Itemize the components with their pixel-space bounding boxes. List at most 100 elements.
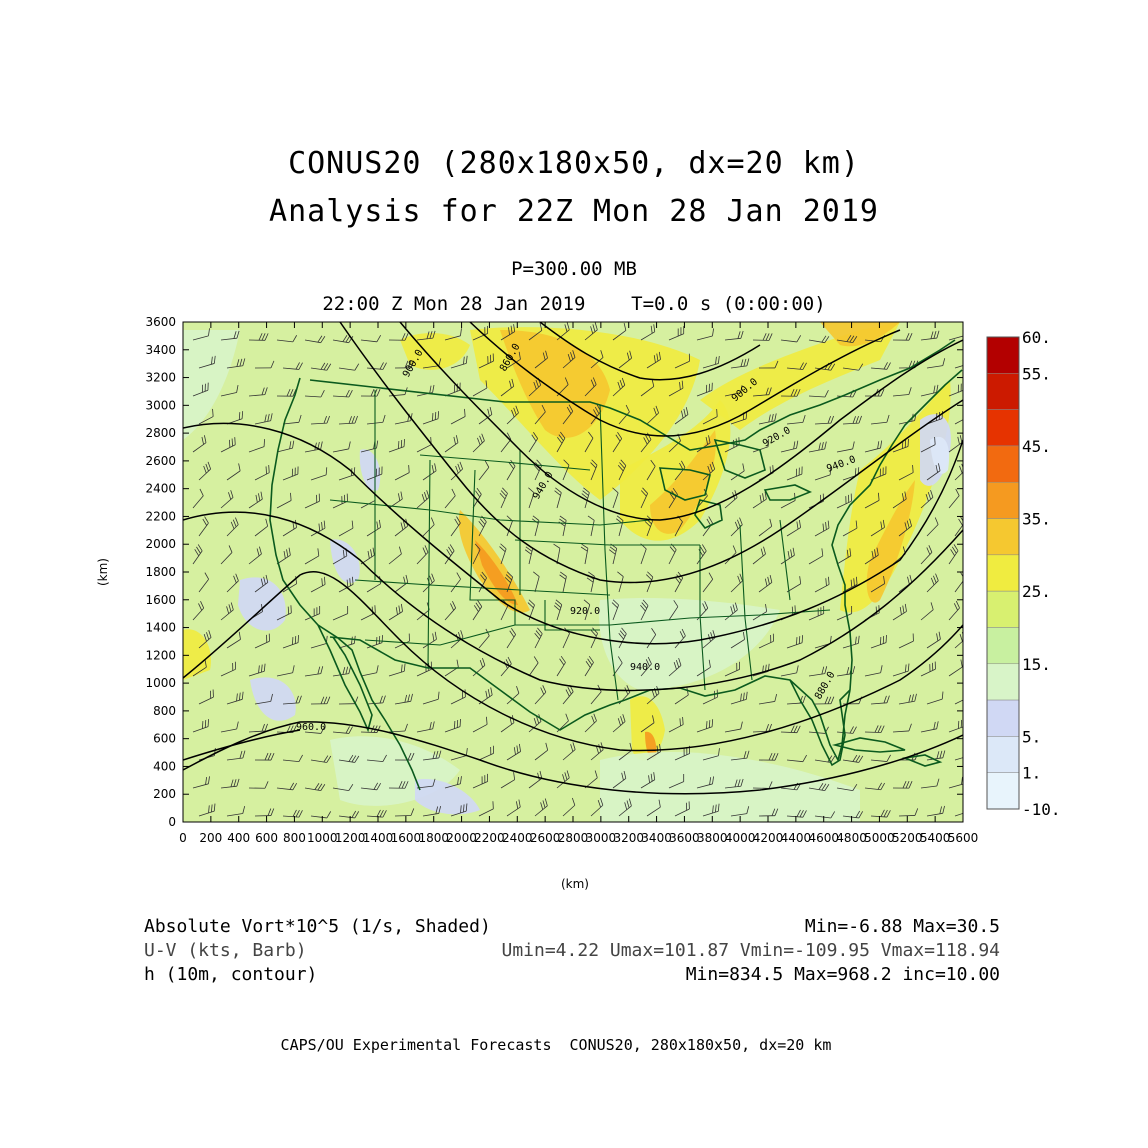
x-tick-label: 3200 xyxy=(613,831,644,845)
colorbar-label: 5. xyxy=(1022,727,1041,746)
x-tick-label: 3600 xyxy=(669,831,700,845)
wind-barb xyxy=(248,439,265,453)
y-tick-label: 2000 xyxy=(145,537,176,551)
wind-barb xyxy=(276,440,295,453)
wind-barb xyxy=(668,326,685,341)
wind-barb xyxy=(870,414,890,425)
wind-barb xyxy=(506,743,521,761)
contour-label: 940.0 xyxy=(630,662,660,673)
wind-barb xyxy=(870,634,887,649)
wind-barb xyxy=(534,350,548,369)
wind-barb xyxy=(360,335,382,343)
wind-barb xyxy=(808,335,830,344)
colorbar-label: 1. xyxy=(1022,764,1041,783)
wind-barb xyxy=(556,655,566,677)
wind-barb xyxy=(472,325,489,341)
wind-barb xyxy=(618,404,630,425)
wind-barb xyxy=(898,693,917,705)
wind-barb xyxy=(948,488,960,509)
x-tick-label: 1800 xyxy=(418,831,449,845)
wind-barb xyxy=(310,415,330,425)
x-tick-label: 1600 xyxy=(391,831,422,845)
wind-barb xyxy=(668,600,679,621)
y-tick-label: 3600 xyxy=(145,315,176,329)
colorbar-label: -10. xyxy=(1022,800,1061,819)
wind-barb xyxy=(780,389,801,397)
wind-barb xyxy=(640,378,655,397)
wind-barb xyxy=(786,519,801,537)
wind-barb xyxy=(220,661,236,677)
wind-barb xyxy=(842,415,862,425)
shade-region xyxy=(599,598,780,690)
wind-barb xyxy=(478,571,487,593)
colorbar-segment xyxy=(986,590,1020,628)
wind-barb xyxy=(304,548,320,565)
wind-barb xyxy=(310,362,332,371)
info-vorticity-range: Min=-6.88 Max=30.5 xyxy=(804,916,1000,937)
wind-barb xyxy=(192,544,203,565)
wind-barb xyxy=(444,488,456,509)
wind-barb xyxy=(248,387,268,397)
wind-barb xyxy=(752,491,767,509)
wind-barb xyxy=(276,547,291,565)
contour-line xyxy=(539,322,761,381)
wind-barb xyxy=(864,782,885,791)
wind-barb xyxy=(786,466,803,481)
y-tick-label: 2400 xyxy=(145,482,176,496)
wind-barb xyxy=(282,754,303,763)
wind-barb xyxy=(472,543,481,565)
wind-barb xyxy=(444,776,462,789)
wind-barb xyxy=(226,463,241,481)
wind-barb xyxy=(920,545,933,565)
wind-barb xyxy=(590,797,604,817)
wind-barb xyxy=(870,754,891,762)
wind-barb xyxy=(276,335,298,343)
x-tick-label: 4800 xyxy=(836,831,867,845)
wind-barb xyxy=(500,324,516,341)
wind-barb xyxy=(674,687,689,705)
wind-barb xyxy=(646,571,654,593)
east-coast xyxy=(831,369,963,691)
wind-barb xyxy=(394,752,415,761)
wind-barb xyxy=(612,714,626,733)
wind-barb xyxy=(814,576,830,593)
wind-barb xyxy=(611,599,619,621)
wind-barb xyxy=(478,460,490,481)
wind-barb xyxy=(531,515,540,537)
wind-barb xyxy=(948,435,963,453)
great-lakes xyxy=(658,438,813,529)
wind-barb xyxy=(276,492,292,509)
colorbar-segment xyxy=(986,373,1020,410)
chart-subtitle: Analysis for 22Z Mon 28 Jan 2019 xyxy=(269,194,879,229)
wind-barb xyxy=(310,576,326,593)
wind-barb xyxy=(640,599,649,621)
x-tick-label: 4600 xyxy=(808,831,839,845)
wind-barb xyxy=(674,353,690,369)
wind-barb xyxy=(730,806,750,817)
contour-line xyxy=(183,511,963,692)
x-tick-label: 2600 xyxy=(530,831,561,845)
wind-barb xyxy=(892,603,907,621)
wind-barb xyxy=(583,599,591,621)
wind-barb xyxy=(752,781,773,789)
wind-barb xyxy=(590,350,604,369)
wind-barb xyxy=(898,518,912,537)
contour-label: 960.0 xyxy=(296,722,326,733)
wind-barb xyxy=(562,404,574,425)
wind-barb xyxy=(730,358,750,369)
wind-barb xyxy=(696,776,714,789)
wind-barb xyxy=(226,750,246,761)
wind-barb xyxy=(276,782,298,791)
colorbar-segment xyxy=(986,699,1020,737)
wind-barb xyxy=(472,716,488,733)
colorbar-segment xyxy=(986,554,1020,592)
wind-barb xyxy=(528,322,543,341)
wind-barb xyxy=(472,600,483,621)
wind-barb xyxy=(724,661,740,677)
cuba xyxy=(831,737,906,753)
wind-barb xyxy=(640,772,656,789)
wind-barb xyxy=(864,665,883,677)
x-tick-label: 3800 xyxy=(697,831,728,845)
hispaniola xyxy=(901,754,943,767)
wind-barb xyxy=(478,801,494,817)
